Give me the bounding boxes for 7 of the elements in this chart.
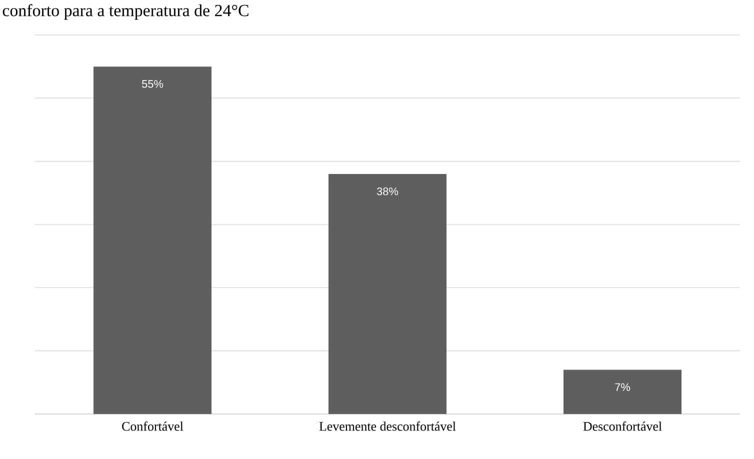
x-tick-label: Levemente desconfortável xyxy=(319,422,456,431)
x-tick-label: Confortável xyxy=(122,422,184,431)
chart-title: conforto para a temperatura de 24°C xyxy=(2,4,248,20)
data-label: 38% xyxy=(376,187,398,196)
data-label: 55% xyxy=(142,80,164,88)
x-tick-label: Desconfortável xyxy=(583,422,662,431)
data-label: 7% xyxy=(615,383,630,391)
